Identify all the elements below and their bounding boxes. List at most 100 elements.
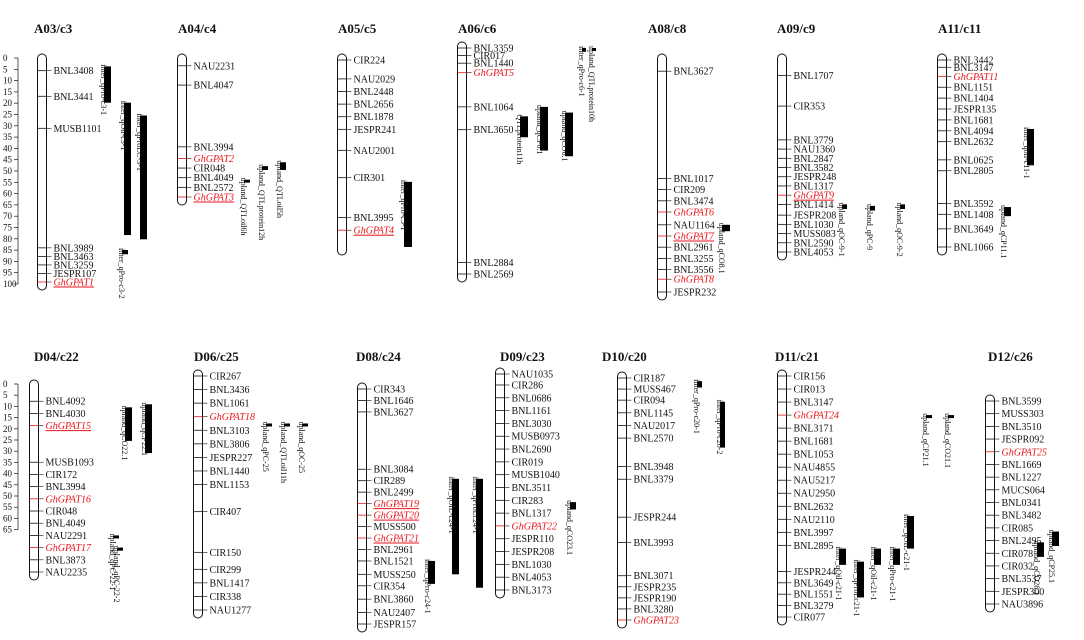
marker-label: NAU2017 <box>634 421 676 432</box>
chromosome-bar <box>617 371 627 629</box>
marker-label: MUSB1040 <box>512 470 560 481</box>
marker-label: NAU3896 <box>1002 600 1044 611</box>
chromosome-bar <box>457 41 467 283</box>
marker-label: MUSB0973 <box>512 432 560 443</box>
marker-label: BNL1440 <box>474 59 514 70</box>
chromosome-title: A03/c3 <box>34 21 73 36</box>
scale-tick-label: 30 <box>3 446 13 456</box>
qtl-bar <box>565 112 573 157</box>
qtl-bar <box>722 224 730 232</box>
qtl-label: inter_qPro-c21-1 <box>888 547 897 602</box>
marker-label: BNL4049 <box>194 173 234 184</box>
marker-label: CIR299 <box>210 565 242 576</box>
marker-label: BNL2884 <box>474 258 514 269</box>
qtl-label: upland_qPC-22-2 <box>112 546 121 603</box>
marker-label: BNL2961 <box>374 545 414 556</box>
qtl-bar <box>870 205 875 211</box>
scale-tick-label: 5 <box>3 390 8 400</box>
marker-label: BNL3627 <box>374 407 414 418</box>
chromosome-A04-c4: A04/c4 NAU2231 BNL4047 BNL3994GhGPAT2CIR048… <box>177 21 286 240</box>
chromosome-bar <box>495 367 505 599</box>
marker-label: MUSS083 <box>794 229 836 240</box>
marker-label: BNL3173 <box>512 586 552 597</box>
qtl-bar <box>117 547 123 551</box>
marker-label: CIR283 <box>512 496 544 507</box>
chromosome-A08-c8: A08/c8 BNL3627 BNL1017CIR209BNL3474GhGPAT6… <box>648 21 730 301</box>
scale-tick-label: 95 <box>3 268 13 278</box>
marker-label: BNL0686 <box>512 393 552 404</box>
scale-tick-label: 10 <box>3 401 13 411</box>
scale-tick-label: 50 <box>3 491 13 501</box>
chromosome-D06-c25: D06/c25 CIR267 BNL3436 BNL1061 GhGPAT18 BNL31… <box>193 349 308 619</box>
marker-label: BNL1030 <box>794 220 834 231</box>
marker-label: BNL1145 <box>634 408 674 419</box>
qtl-bar <box>874 548 881 565</box>
marker-label: BNL2847 <box>794 154 834 165</box>
marker-label: NAU2407 <box>374 608 416 619</box>
marker-label: CIR267 <box>210 372 242 383</box>
qtl-label: upland_qPC-22-1 <box>108 533 117 590</box>
chromosome-bar <box>193 369 203 619</box>
marker-label: BNL3994 <box>194 142 234 153</box>
qtl-bar <box>284 423 290 427</box>
gene-label: GhGPAT8 <box>674 275 715 286</box>
marker-label: BNL3030 <box>512 419 552 430</box>
qtl-label: upland_QTLoil11h <box>279 421 288 482</box>
marker-label: BNL1414 <box>794 200 834 211</box>
qtl-bar <box>570 502 576 510</box>
marker-label: CIR048 <box>194 164 226 175</box>
gene-label: GhGPAT21 <box>374 534 420 545</box>
marker-label: BNL2895 <box>794 541 834 552</box>
marker-label: NAU2291 <box>46 531 88 542</box>
marker-label: MUSS303 <box>1002 409 1044 420</box>
qtl-bar <box>113 535 119 539</box>
marker-label: BNL1227 <box>1002 473 1042 484</box>
qtl-label: inter_qPro-c3-2 <box>117 248 126 299</box>
marker-label: JESPR300 <box>1002 587 1045 598</box>
marker-label: CIR078 <box>1002 549 1034 560</box>
marker-label: BNL3537 <box>1002 574 1042 585</box>
marker-label: BNL1030 <box>512 560 552 571</box>
qtl-bar <box>1052 531 1059 546</box>
scale-tick-label: 65 <box>3 200 13 210</box>
marker-label: BNL2448 <box>354 87 394 98</box>
chromosome-title: A08/c8 <box>648 21 687 36</box>
marker-label: JESPR092 <box>1002 435 1045 446</box>
marker-label: BNL2570 <box>634 434 674 445</box>
marker-label: BNL3442 <box>954 56 994 67</box>
marker-label: MUSB1093 <box>46 458 94 469</box>
marker-label: BNL1066 <box>954 243 994 254</box>
gene-label: GhGPAT24 <box>794 411 840 422</box>
marker-label: CIR013 <box>794 385 826 396</box>
marker-label: JESPR107 <box>54 269 97 280</box>
marker-label: NAU2029 <box>354 74 396 85</box>
marker-label: BNL4047 <box>194 81 234 92</box>
qtl-label: upland_qCO23.1 <box>565 500 574 555</box>
qtl-label: inter_qPro-c20-1 <box>692 379 701 434</box>
marker-label: JESPR248 <box>794 172 837 183</box>
qtl-bar <box>244 179 250 183</box>
qtl-label: inter_qProLc24-1 <box>471 477 480 534</box>
scale-tick-label: 5 <box>3 64 8 74</box>
qtl-bar <box>104 66 111 103</box>
marker-label: BNL1551 <box>794 590 834 601</box>
marker-label: BNL1417 <box>210 578 250 589</box>
scale-tick-label: 20 <box>3 98 13 108</box>
marker-label: BNL3510 <box>1002 422 1042 433</box>
marker-label: BNL1161 <box>512 406 552 417</box>
marker-label: BNL1317 <box>512 509 552 520</box>
qtl-bar <box>839 548 846 565</box>
scale-tick-label: 60 <box>3 189 13 199</box>
scale-tick-label: 35 <box>3 132 13 142</box>
qtl-label: inter_qPro-c24-1 <box>423 559 432 614</box>
scale-tick-label: 0 <box>3 379 8 389</box>
marker-label: BNL3259 <box>54 260 94 271</box>
qtl-bar <box>428 560 435 584</box>
qtl-bar <box>404 181 412 247</box>
chromosome-D04-c22: D04/c22BNL4092BNL4030GhGPAT15MUSB1093CIR… <box>29 349 152 603</box>
scale-tick-label: 20 <box>3 424 13 434</box>
chromosome-title: A09/c9 <box>777 21 816 36</box>
